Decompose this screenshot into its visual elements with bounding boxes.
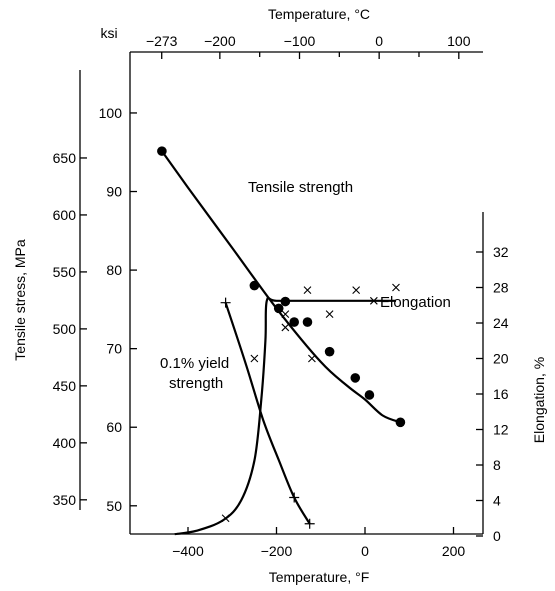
ksi-tick-label: 90 bbox=[106, 184, 122, 200]
right-tick-label: 8 bbox=[493, 457, 501, 473]
mpa-tick-label: 500 bbox=[53, 321, 77, 337]
right-tick-label: 4 bbox=[493, 493, 501, 509]
tensile-strength-point bbox=[289, 317, 299, 327]
axes bbox=[80, 52, 483, 534]
ksi-unit-label: ksi bbox=[100, 25, 117, 41]
right-tick-label: 0 bbox=[493, 528, 501, 544]
top-tick-label: −200 bbox=[204, 33, 236, 49]
elongation-point bbox=[282, 311, 289, 318]
elongation-point bbox=[308, 355, 315, 362]
elongation-point bbox=[304, 287, 311, 294]
top-tick-label: −273 bbox=[146, 33, 178, 49]
ksi-tick-label: 60 bbox=[106, 419, 122, 435]
annotation-tensile-strength: Tensile strength bbox=[248, 179, 353, 196]
tensile-strength-point bbox=[303, 317, 313, 327]
tensile-strength-point bbox=[157, 146, 167, 156]
annotation-yield-line1: 0.1% yield bbox=[160, 355, 229, 372]
tensile-strength-point bbox=[396, 418, 406, 428]
tensile-strength-point bbox=[350, 373, 360, 383]
0-1-yield-strength-point bbox=[221, 298, 231, 308]
ksi-tick-label: 70 bbox=[106, 341, 122, 357]
mpa-tick-label: 600 bbox=[53, 207, 77, 223]
right-tick-label: 24 bbox=[493, 315, 509, 331]
0-1-yield-strength-point bbox=[305, 519, 315, 529]
tensile-strength-point bbox=[365, 390, 375, 400]
elongation-point bbox=[282, 324, 289, 331]
markers bbox=[157, 146, 405, 528]
ksi-tick-label: 100 bbox=[99, 105, 123, 121]
elongation-point bbox=[353, 287, 360, 294]
elongation-point bbox=[326, 311, 333, 318]
bottom-tick-label: −400 bbox=[172, 543, 204, 559]
ksi-tick-label: 50 bbox=[106, 498, 122, 514]
right-tick-label: 20 bbox=[493, 351, 509, 367]
annotation-elongation: Elongation bbox=[380, 294, 451, 311]
0-1-yield-strength-point bbox=[289, 493, 299, 503]
labels: Temperature, °F Temperature, °C Tensile … bbox=[12, 6, 547, 585]
left-axis-label: Tensile stress, MPa bbox=[12, 239, 28, 361]
bottom-axis-label: Temperature, °F bbox=[269, 569, 370, 585]
tensile-strength-point bbox=[250, 281, 260, 291]
tensile-strength-point bbox=[281, 297, 291, 307]
top-tick-label: −100 bbox=[284, 33, 316, 49]
mpa-tick-label: 650 bbox=[53, 150, 77, 166]
right-tick-label: 28 bbox=[493, 280, 509, 296]
top-tick-label: 100 bbox=[447, 33, 471, 49]
top-tick-label: 0 bbox=[375, 33, 383, 49]
tensile-strength-point bbox=[325, 347, 335, 357]
curves bbox=[162, 151, 401, 534]
right-tick-label: 12 bbox=[493, 422, 509, 438]
mpa-tick-label: 550 bbox=[53, 264, 77, 280]
bottom-tick-label: 200 bbox=[442, 543, 466, 559]
elongation-point bbox=[392, 284, 399, 291]
top-axis-label: Temperature, °C bbox=[268, 6, 370, 22]
mpa-tick-label: 450 bbox=[53, 378, 77, 394]
ksi-tick-label: 80 bbox=[106, 262, 122, 278]
annotation-yield-line2: strength bbox=[169, 375, 223, 392]
elongation-line bbox=[175, 298, 396, 534]
elongation-point bbox=[251, 355, 258, 362]
mpa-tick-label: 400 bbox=[53, 435, 77, 451]
bottom-tick-label: −200 bbox=[261, 543, 293, 559]
right-axis-label: Elongation, % bbox=[531, 357, 547, 443]
right-tick-label: 16 bbox=[493, 386, 509, 402]
bottom-tick-label: 0 bbox=[361, 543, 369, 559]
mpa-tick-label: 350 bbox=[53, 492, 77, 508]
right-tick-label: 32 bbox=[493, 244, 509, 260]
elongation-point bbox=[222, 515, 229, 522]
